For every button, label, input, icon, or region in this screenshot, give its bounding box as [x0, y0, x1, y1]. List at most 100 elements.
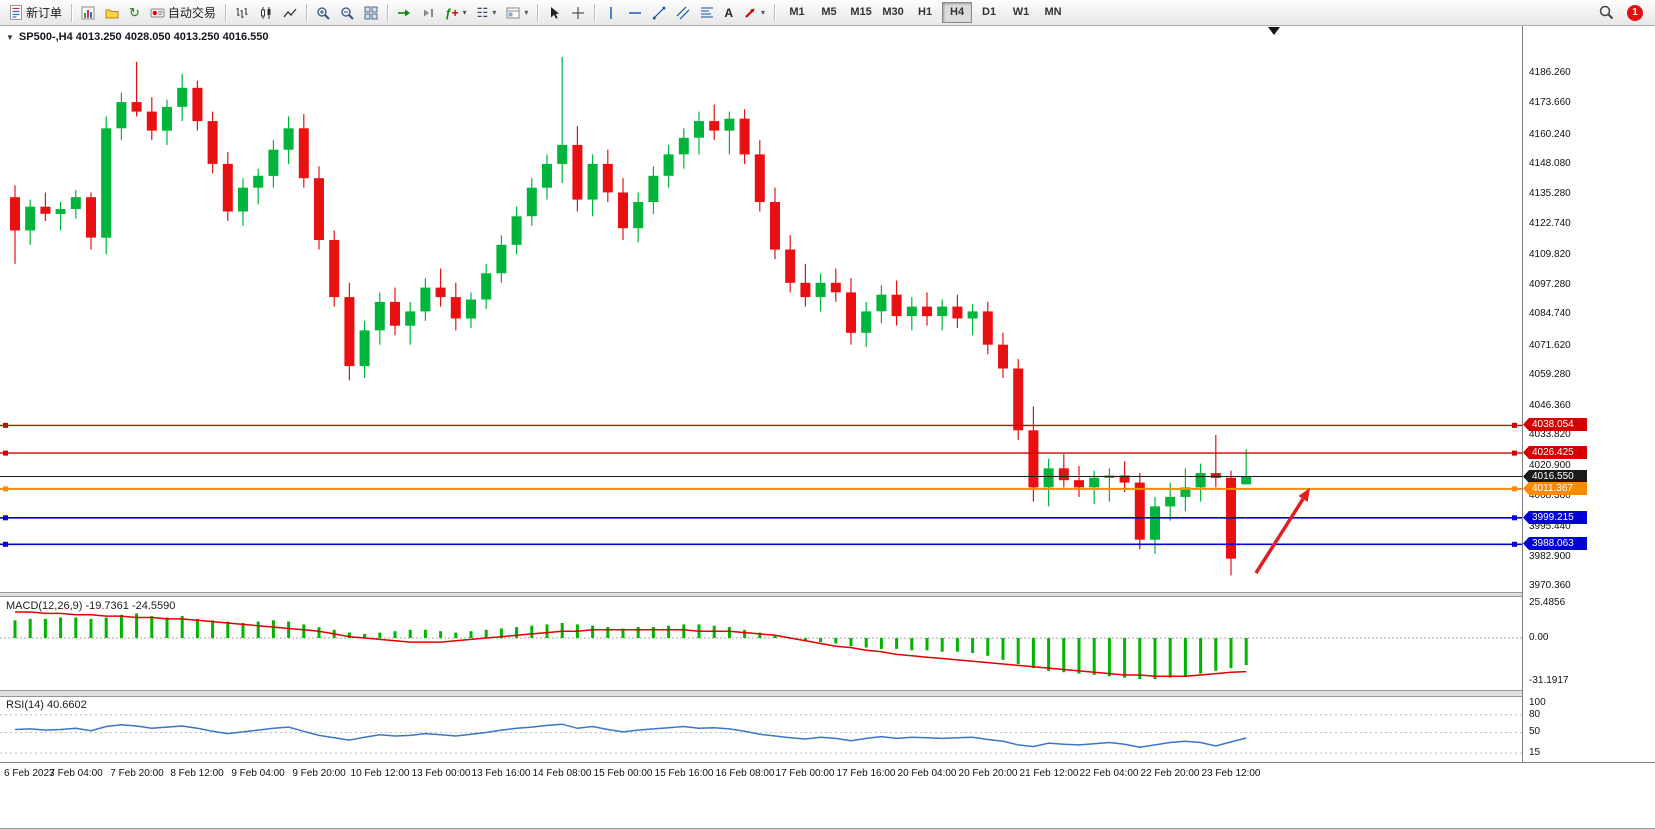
templates-button[interactable]: ▾ — [501, 2, 533, 24]
price-axis-label: 3970.360 — [1529, 580, 1571, 591]
candle-body — [496, 244, 507, 274]
periods-button[interactable]: ☷ ▾ — [472, 2, 502, 24]
candle-body — [846, 292, 856, 333]
macd-panel[interactable] — [0, 597, 1522, 690]
candle-body — [633, 202, 644, 229]
timeframe-m30-button[interactable]: M30 — [882, 6, 904, 18]
zoom-in-button[interactable] — [311, 2, 335, 24]
vertical-line-icon — [610, 6, 613, 19]
chart-shift-button[interactable] — [416, 2, 440, 24]
line-chart-type-button[interactable] — [278, 2, 302, 24]
timeframe-h1-button[interactable]: H1 — [918, 6, 933, 18]
macd-histogram-bar — [165, 617, 169, 638]
crosshair-button[interactable] — [566, 2, 590, 24]
panel-divider[interactable] — [0, 592, 1655, 597]
macd-histogram-bar — [195, 618, 199, 638]
rsi-panel[interactable] — [0, 697, 1522, 762]
fibonacci-button[interactable] — [695, 2, 719, 24]
auto-trading-button[interactable]: 自动交易 — [145, 2, 221, 24]
macd-histogram-bar — [256, 621, 260, 638]
chart-menu-icon[interactable]: ▼ — [6, 32, 14, 42]
horizontal-line-button[interactable] — [623, 2, 647, 24]
line-handle[interactable] — [3, 450, 8, 456]
price-tag[interactable]: 4011.367 — [1523, 482, 1587, 495]
timeframe-m15-button[interactable]: M15 — [850, 6, 872, 18]
macd-histogram-bar — [986, 638, 990, 656]
panel-divider[interactable] — [0, 690, 1655, 697]
candle-body — [10, 197, 20, 231]
arrows-button[interactable]: ▾ — [738, 2, 770, 24]
dropdown-caret-icon: ▾ — [524, 8, 529, 17]
search-button[interactable] — [1594, 2, 1619, 24]
candle-body — [131, 102, 142, 112]
timeframe-mn-button[interactable]: MN — [1044, 6, 1062, 18]
candlestick-chart[interactable] — [0, 26, 1522, 592]
price-tag[interactable]: 4026.425 — [1523, 446, 1587, 459]
macd-histogram-bar — [758, 632, 762, 639]
toolbar-right: 1 — [1594, 2, 1651, 24]
auto-scroll-button[interactable] — [392, 2, 416, 24]
macd-histogram-bar — [1077, 638, 1081, 674]
toolbar-separator — [71, 3, 73, 22]
refresh-icon: ↻ — [129, 4, 140, 20]
line-handle[interactable] — [3, 486, 8, 492]
line-handle[interactable] — [1512, 450, 1517, 456]
notification-badge[interactable]: 1 — [1627, 4, 1643, 21]
time-axis-label: 16 Feb 08:00 — [715, 768, 775, 779]
candle-body — [420, 287, 431, 312]
price-tag[interactable]: 4016.550 — [1523, 470, 1587, 483]
charts-button[interactable] — [76, 2, 100, 24]
toolbar-separator — [386, 3, 388, 22]
candlestick-type-button[interactable] — [254, 2, 278, 24]
bar-chart-type-button[interactable] — [230, 2, 254, 24]
cursor-button[interactable] — [542, 2, 566, 24]
line-handle[interactable] — [3, 422, 8, 428]
time-axis[interactable]: 6 Feb 2023 7 Feb 04:00 7 Feb 20:00 8 Feb 12… — [0, 762, 1655, 828]
macd-signal-line — [15, 611, 1247, 678]
candle-body — [663, 154, 674, 176]
price-axis-label: 4020.900 — [1529, 460, 1571, 471]
macd-histogram-bar — [1244, 638, 1248, 665]
price-axis[interactable]: 4186.260 4173.660 4160.240 4148.080 4135.280… — [1522, 26, 1655, 762]
timeframe-m5-button[interactable]: M5 — [821, 6, 837, 18]
time-axis-label: 7 Feb 04:00 — [49, 768, 103, 779]
macd-histogram-bar — [271, 620, 275, 639]
candle-body — [55, 209, 66, 214]
price-axis-label: 3982.900 — [1529, 551, 1571, 562]
line-handle[interactable] — [3, 541, 8, 547]
macd-histogram-bar — [727, 627, 731, 638]
timeframe-w1-button[interactable]: W1 — [1012, 6, 1030, 18]
new-order-button[interactable]: 新订单 — [4, 2, 67, 24]
price-tag[interactable]: 3999.215 — [1523, 511, 1587, 524]
channel-button[interactable] — [671, 2, 695, 24]
line-handle[interactable] — [3, 515, 8, 521]
timeframe-m1-button[interactable]: M1 — [789, 6, 805, 18]
candle-body — [754, 154, 765, 202]
arrow-annotation-head[interactable] — [1298, 488, 1310, 502]
line-handle[interactable] — [1512, 486, 1517, 492]
candle-body — [1150, 506, 1160, 540]
indicators-button[interactable]: ƒ+ ▾ — [440, 2, 472, 24]
trendline-button[interactable] — [647, 2, 671, 24]
line-handle[interactable] — [1512, 422, 1517, 428]
line-handle[interactable] — [1512, 515, 1517, 521]
macd-histogram-bar — [484, 629, 488, 638]
price-tag[interactable]: 3988.063 — [1523, 537, 1587, 550]
timeframe-h4-button[interactable]: H4 — [942, 2, 973, 23]
candle-body — [283, 128, 294, 150]
line-handle[interactable] — [1512, 541, 1517, 547]
zoom-out-button[interactable] — [335, 2, 359, 24]
rsi-line — [14, 723, 1247, 748]
price-tag[interactable]: 4038.054 — [1523, 418, 1587, 431]
candle-body — [390, 301, 400, 326]
text-button[interactable]: A — [719, 2, 738, 24]
profiles-button[interactable] — [100, 2, 124, 24]
candle-body — [1013, 368, 1024, 431]
timeframe-d1-button[interactable]: D1 — [982, 6, 997, 18]
profiles-icon — [105, 9, 119, 18]
arrow-annotation[interactable] — [1254, 498, 1305, 574]
refresh-button[interactable]: ↻ — [124, 2, 145, 24]
tile-windows-button[interactable] — [359, 2, 383, 24]
vertical-line-button[interactable] — [599, 2, 623, 24]
candle-body — [1195, 473, 1206, 488]
